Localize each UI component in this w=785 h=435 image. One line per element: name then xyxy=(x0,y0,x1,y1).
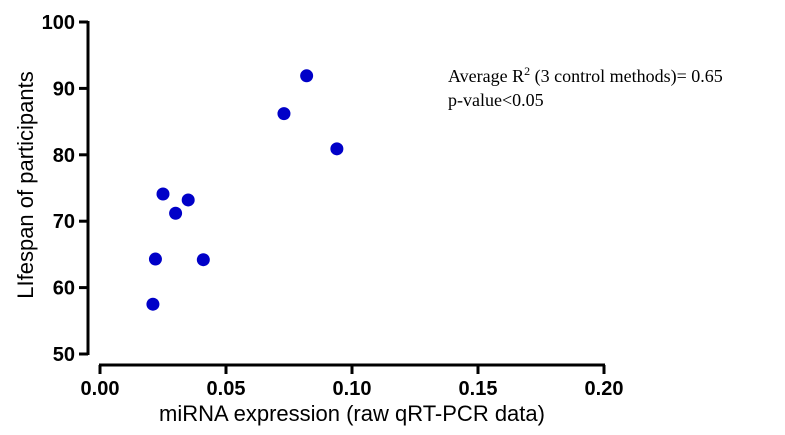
x-tick-label: 0.15 xyxy=(459,378,498,400)
r-squared-value: (3 control methods)= 0.65 xyxy=(530,66,723,87)
data-points xyxy=(146,69,344,311)
x-tick-label: 0.10 xyxy=(333,378,372,400)
y-tick-label: 100 xyxy=(42,12,75,34)
data-point xyxy=(146,297,160,311)
x-axis-title: miRNA expression (raw qRT-PCR data) xyxy=(159,401,545,426)
data-point xyxy=(300,69,314,83)
x-tick-label: 0.05 xyxy=(207,378,246,400)
y-tick-label: 50 xyxy=(53,344,75,366)
y-tick-label: 80 xyxy=(53,145,75,167)
data-point xyxy=(196,253,210,267)
y-axis-ticks: 50 60 70 80 90 100 xyxy=(42,12,88,366)
data-point xyxy=(156,187,170,201)
r-squared-superscript: 2 xyxy=(524,64,530,78)
data-point xyxy=(277,107,291,121)
r-squared-annotation: Average R2 (3 control methods)= 0.65 xyxy=(448,64,723,87)
r-squared-prefix: Average R xyxy=(448,66,524,86)
data-point xyxy=(169,206,183,220)
data-point xyxy=(148,252,162,266)
y-axis-title: LIfespan of participants xyxy=(13,71,38,298)
x-tick-label: 0.20 xyxy=(585,378,624,400)
y-tick-label: 70 xyxy=(53,211,75,233)
x-tick-label: 0.00 xyxy=(81,378,120,400)
data-point xyxy=(330,142,344,156)
p-value-annotation: p-value<0.05 xyxy=(448,90,544,110)
data-point xyxy=(181,193,195,207)
y-tick-label: 90 xyxy=(53,78,75,100)
x-axis-ticks: 0.00 0.05 0.10 0.15 0.20 xyxy=(81,365,624,400)
y-tick-label: 60 xyxy=(53,278,75,300)
